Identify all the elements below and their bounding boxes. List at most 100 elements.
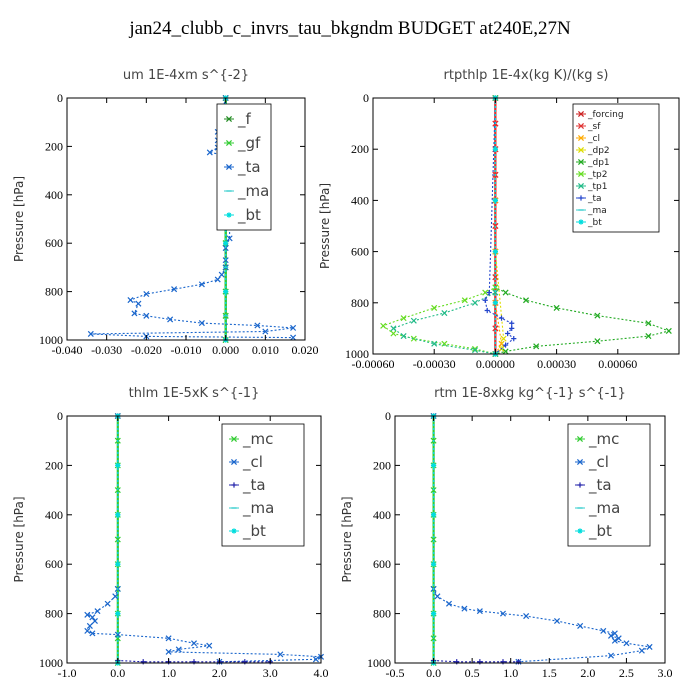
legend-marker: [231, 528, 237, 534]
data-point: [84, 611, 91, 618]
data-point: [165, 635, 172, 642]
y-tick-label: 0: [363, 91, 369, 105]
subplot-2: rtpthlp 1E-4x(kg K)/(kg s) Pressure [hPa]…: [318, 68, 680, 371]
data-point: [499, 610, 507, 617]
legend-label: _bt: [242, 522, 266, 541]
data-point: [430, 512, 437, 518]
series-tp2: [380, 94, 499, 358]
data-point: [127, 297, 134, 304]
x-tick-label: 0.020: [292, 343, 319, 357]
data-point: [492, 300, 498, 306]
data-point: [218, 271, 225, 278]
data-point: [553, 304, 560, 311]
y-tick-label: 800: [351, 296, 369, 310]
y-tick-label: 0: [385, 409, 391, 423]
legend-box: [572, 103, 660, 233]
data-point: [594, 338, 601, 345]
series-line: [392, 98, 496, 355]
data-point: [430, 462, 437, 468]
data-point: [492, 325, 499, 332]
legend-marker: [576, 435, 584, 443]
data-point: [143, 312, 150, 319]
y-tick-label: 600: [45, 557, 63, 571]
y-tick-label: 400: [373, 508, 391, 522]
y-axis-label: Pressure [hPa]: [318, 183, 332, 269]
legend-label: _cl: [587, 134, 600, 144]
data-point: [115, 611, 121, 617]
data-point: [638, 647, 645, 654]
data-point: [431, 340, 438, 347]
data-point: [461, 297, 468, 304]
data-point: [115, 512, 121, 518]
legend-label: _dp1: [587, 158, 610, 168]
series-tp1: [390, 94, 499, 358]
data-point: [477, 659, 483, 665]
data-point: [410, 317, 417, 324]
legend: _mc _cl _ta _ma _bt: [221, 423, 305, 547]
x-tick-label: 1.5: [542, 666, 557, 680]
legend-label: _sf: [587, 122, 601, 132]
legend-marker: [230, 435, 238, 443]
data-point: [223, 240, 229, 246]
legend-marker: [226, 212, 232, 218]
data-point: [505, 330, 511, 337]
x-tick-label: 4.0: [314, 666, 329, 680]
data-point: [623, 640, 630, 647]
data-point: [206, 642, 213, 649]
y-tick-label: 600: [373, 557, 391, 571]
legend-marker: [577, 170, 585, 178]
series-line: [433, 416, 652, 663]
data-point: [492, 197, 498, 203]
data-point: [290, 324, 297, 331]
data-point: [522, 297, 530, 304]
data-point: [430, 487, 437, 494]
data-point: [430, 635, 437, 642]
data-point: [214, 276, 221, 283]
data-point: [511, 336, 517, 342]
legend-marker: [225, 115, 233, 123]
y-tick-label: 0: [57, 409, 63, 423]
data-point: [114, 536, 121, 543]
data-point: [131, 310, 138, 317]
data-point: [523, 613, 530, 620]
legend-label: _forcing: [587, 110, 624, 120]
data-point: [254, 322, 261, 329]
x-tick-label: 0.5: [465, 666, 480, 680]
data-point: [553, 617, 561, 625]
data-point: [94, 608, 101, 615]
y-tick-label: 200: [45, 458, 63, 472]
data-point: [171, 286, 178, 293]
data-point: [262, 328, 269, 335]
x-tick-label: 0.0: [110, 666, 125, 680]
data-point: [222, 257, 229, 264]
data-point: [441, 340, 448, 347]
data-point: [611, 637, 618, 644]
data-point: [492, 289, 499, 296]
x-tick-label: 0.00000: [476, 357, 515, 371]
legend-label: _mc: [588, 430, 619, 449]
data-point: [611, 630, 618, 637]
legend-label: _f: [237, 110, 252, 129]
x-tick-label: 2.0: [212, 666, 227, 680]
series-ta: [430, 413, 522, 665]
legend-marker: [577, 482, 583, 488]
data-point: [430, 561, 437, 567]
legend-marker: [577, 134, 585, 142]
x-tick-label: 1.0: [161, 666, 176, 680]
legend-marker: [230, 458, 238, 466]
y-tick-label: 1000: [39, 333, 63, 347]
legend-marker: [577, 110, 585, 118]
series-ta: [482, 95, 517, 357]
legend-marker: [577, 182, 585, 190]
data-point: [482, 289, 489, 296]
x-tick-label: -0.040: [52, 343, 83, 357]
data-point: [400, 315, 407, 322]
data-point: [115, 462, 121, 468]
plot-frame: [66, 415, 322, 664]
legend-label: _tp1: [587, 182, 607, 192]
data-point: [594, 312, 601, 319]
data-point: [645, 333, 652, 340]
y-tick-label: 1000: [39, 656, 63, 670]
data-point: [380, 322, 387, 329]
